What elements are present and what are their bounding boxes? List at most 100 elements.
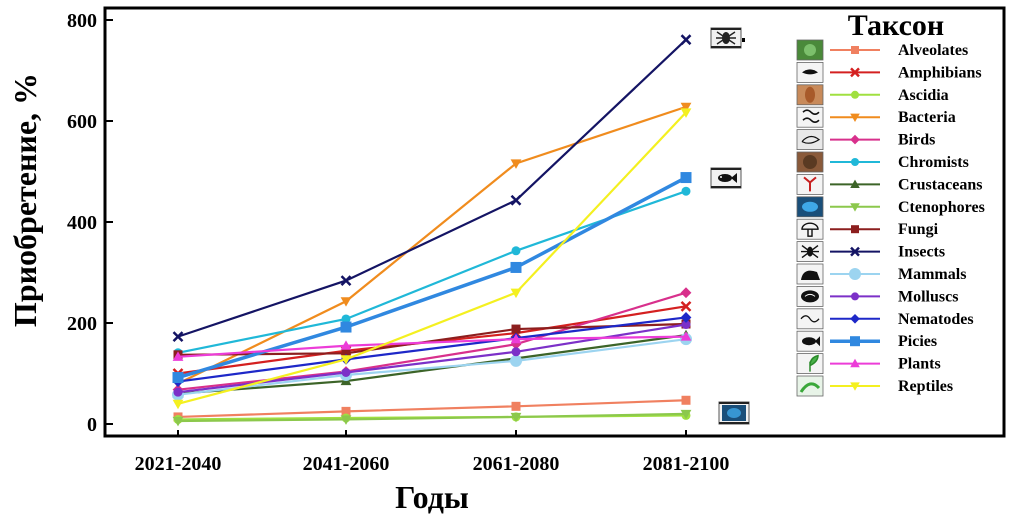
y-tick-label: 400 — [67, 212, 97, 234]
legend-marker — [851, 158, 859, 166]
data-point — [510, 412, 522, 423]
series-line — [177, 412, 687, 423]
ascidia-shape — [805, 86, 815, 103]
legend-marker — [850, 179, 860, 188]
data-point — [341, 367, 351, 377]
series-chromists — [173, 186, 691, 358]
legend-label-chromists: Chromists — [898, 154, 969, 171]
data-point — [511, 347, 521, 357]
data-point — [680, 409, 692, 420]
legend-icon — [796, 241, 824, 263]
legend-marker — [850, 336, 860, 347]
ctenophore-icon — [718, 401, 750, 425]
legend-label-molluscs: Molluscs — [898, 288, 958, 305]
legend-marker — [851, 90, 859, 99]
legend-title: Таксон — [848, 9, 944, 42]
legend-label-amphibians: Amphibians — [898, 64, 982, 81]
ctenophore-shape — [727, 408, 741, 418]
mammal-shape — [801, 270, 820, 280]
series-insects — [172, 34, 692, 343]
legend-marker — [851, 46, 859, 54]
y-tick-label: 600 — [67, 111, 97, 133]
plant-shape — [809, 354, 819, 372]
data-point — [680, 300, 692, 312]
legend-icon — [796, 218, 824, 240]
legend-label-mammals: Mammals — [898, 266, 966, 283]
series-line — [177, 335, 687, 358]
data-point — [173, 387, 183, 397]
data-point — [340, 355, 352, 365]
legend-icon — [796, 375, 824, 397]
legend-label-ascidia: Ascidia — [898, 87, 949, 104]
data-point — [172, 399, 184, 410]
legend-icon — [796, 330, 824, 352]
series-line — [177, 38, 687, 338]
legend-label-crustaceans: Crustaceans — [898, 176, 982, 193]
data-point — [340, 275, 352, 286]
legend-label-insects: Insects — [898, 244, 945, 261]
series-line — [177, 322, 687, 356]
legend-marker — [849, 268, 861, 280]
legend-icon — [796, 285, 824, 307]
legend-icon — [796, 151, 824, 173]
data-point — [510, 261, 522, 273]
x-tick-label: 2061-2080 — [473, 453, 560, 475]
legend-marker — [850, 382, 860, 391]
legend-icon — [796, 62, 824, 83]
legend-label-ctenophores: Ctenophores — [898, 199, 985, 216]
legend-marker — [850, 203, 860, 212]
mollusc-shell — [804, 293, 816, 297]
data-point — [510, 288, 522, 299]
legend-marker — [851, 225, 859, 234]
data-point — [680, 312, 692, 323]
legend-label-picies: Picies — [898, 333, 937, 350]
series-plants — [172, 331, 692, 361]
y-axis-title: Приобретение, % — [7, 73, 43, 327]
legend-icon-frame — [796, 129, 824, 151]
legend-marker — [850, 246, 860, 257]
amphibian-shape — [802, 69, 818, 75]
data-point — [681, 395, 691, 405]
data-point — [511, 324, 521, 334]
legend-label-plants: Plants — [898, 356, 941, 373]
data-point — [511, 401, 521, 411]
y-tick-label: 200 — [67, 313, 97, 335]
data-point — [510, 333, 522, 344]
insects-icon-dot — [742, 38, 745, 42]
legend-label-bacteria: Bacteria — [898, 109, 956, 126]
y-tick-label: 800 — [67, 10, 97, 32]
data-point — [340, 297, 352, 307]
series-line — [177, 399, 687, 419]
series-line — [177, 105, 687, 385]
legend-icon-frame — [796, 106, 824, 128]
reptile-shape — [799, 382, 821, 393]
insect-body — [807, 246, 813, 257]
fish-tail — [731, 173, 737, 183]
legend-icon — [796, 106, 824, 128]
data-point — [680, 331, 692, 341]
plot-area: 0 200 400 600 800 2021-2040 2041-2060 2061-2080… — [67, 6, 1006, 475]
series-line — [177, 316, 687, 383]
data-point — [680, 102, 692, 113]
data-point — [680, 34, 692, 46]
x-tick-label: 2021-2040 — [135, 453, 222, 475]
legend-marker — [850, 113, 860, 122]
series-line — [177, 334, 687, 395]
legend-icon — [796, 353, 824, 375]
legend-marker — [850, 134, 860, 145]
data-point — [341, 348, 351, 358]
legend-label-alveolates: Alveolates — [898, 42, 968, 59]
data-point — [511, 246, 521, 256]
data-point — [510, 354, 522, 367]
legend-icon — [796, 308, 824, 330]
bacteria-shape — [802, 109, 820, 123]
series-reptiles — [172, 108, 692, 410]
legend-label-birds: Birds — [898, 132, 935, 149]
legend-icon — [796, 129, 824, 151]
fish-tail — [815, 336, 820, 347]
legend-label-fungi: Fungi — [898, 221, 939, 238]
fish-body — [718, 174, 732, 182]
crustacean-shape — [803, 176, 817, 192]
